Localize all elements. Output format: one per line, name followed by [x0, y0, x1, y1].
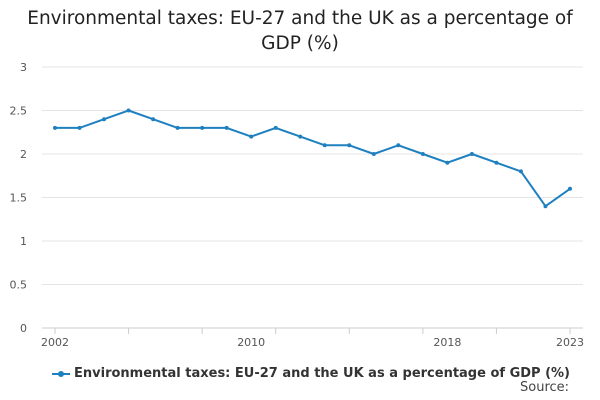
data-point — [322, 143, 327, 148]
y-tick-label: 1 — [20, 235, 27, 248]
y-tick-label: 0 — [20, 322, 27, 335]
data-point — [518, 169, 523, 174]
source-label: Source: — [520, 380, 570, 395]
y-tick-label: 0.5 — [10, 279, 28, 292]
data-point — [347, 143, 352, 148]
data-point — [469, 152, 474, 156]
x-tick-label: 2002 — [41, 336, 69, 349]
legend[interactable]: Environmental taxes: EU-27 and the UK as… — [52, 366, 570, 381]
data-point — [53, 125, 57, 130]
data-point — [77, 125, 82, 130]
series-line — [55, 109, 571, 208]
data-point — [102, 117, 107, 122]
data-point — [249, 134, 254, 139]
y-tick-label: 2 — [20, 148, 27, 161]
data-point — [200, 125, 205, 130]
x-tick-label: 2018 — [433, 336, 461, 349]
data-point — [420, 152, 425, 156]
y-tick-label: 1.5 — [10, 192, 28, 205]
data-point — [126, 108, 131, 113]
data-point — [298, 134, 303, 139]
y-tick-label: 3 — [20, 61, 27, 74]
data-point — [445, 160, 450, 165]
data-point — [273, 125, 278, 130]
y-tick-label: 2.5 — [10, 105, 28, 118]
x-tick-label: 2010 — [237, 336, 265, 349]
data-point — [494, 160, 499, 165]
data-point — [396, 143, 401, 148]
x-tick-label: 2023 — [556, 336, 584, 349]
chart-title: Environmental taxes: EU-27 and the UK as… — [27, 8, 573, 54]
data-point — [543, 204, 548, 209]
data-point — [371, 152, 376, 156]
legend-label: Environmental taxes: EU-27 and the UK as… — [74, 366, 570, 381]
data-point — [568, 186, 572, 191]
legend-line-icon — [52, 370, 70, 377]
data-point — [151, 117, 156, 122]
data-point — [175, 125, 180, 130]
data-point — [224, 125, 229, 130]
